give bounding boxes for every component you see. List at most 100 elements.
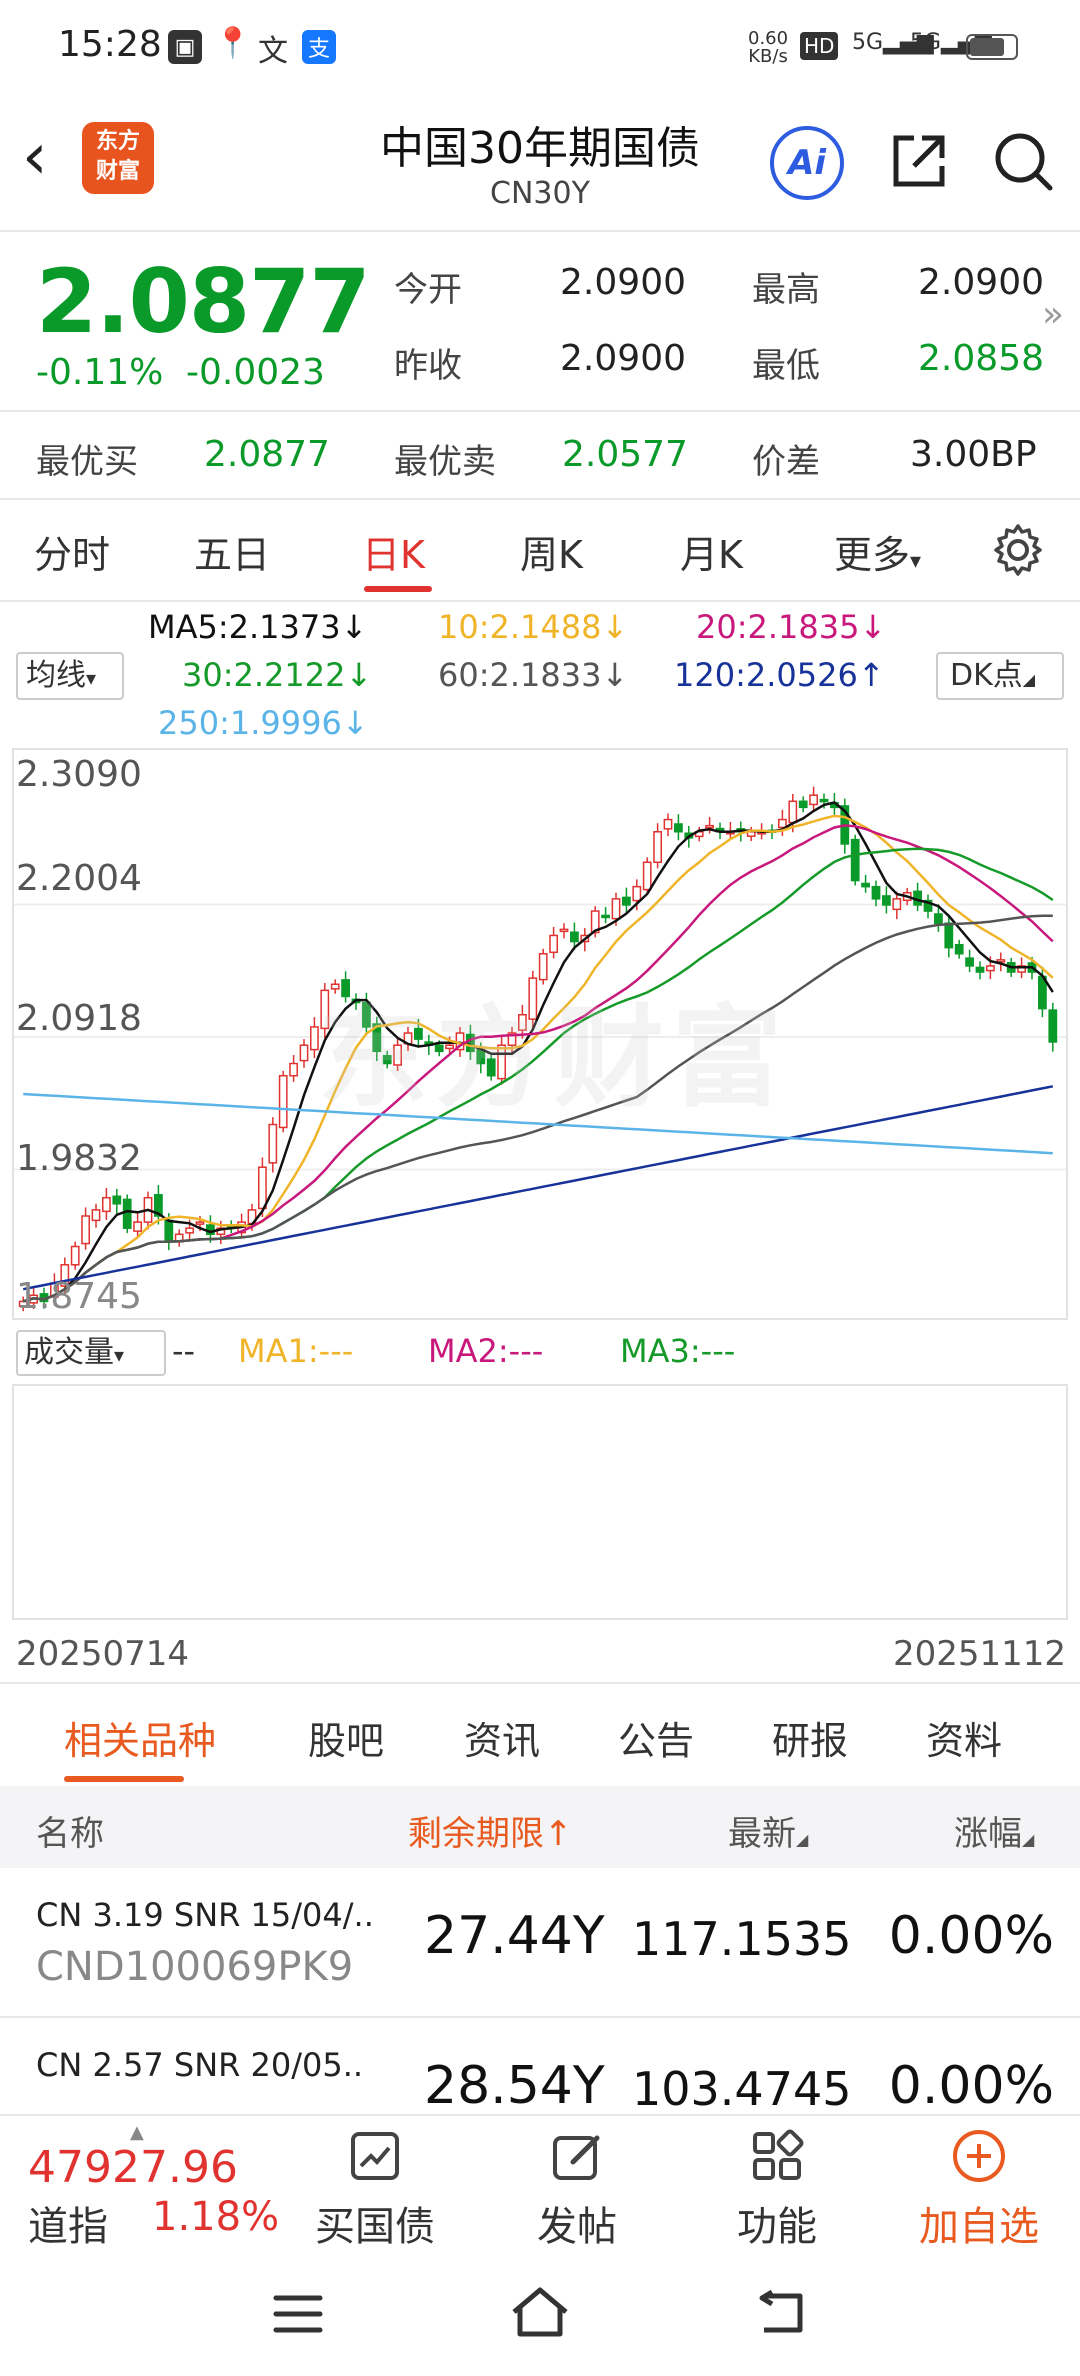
chart-frame	[12, 748, 1068, 1320]
chart-settings-button[interactable]	[990, 522, 1046, 578]
col-term[interactable]: 剩余期限↑	[408, 1814, 573, 1854]
home-icon[interactable]	[510, 2286, 570, 2338]
tab-weekly-k[interactable]: 周K	[520, 533, 583, 577]
section-tabs: 相关品种 股吧 资讯 公告 研报 资料	[0, 1686, 1080, 1786]
best-ask-value: 2.0577	[562, 434, 688, 475]
y-label-3: 2.0918	[16, 998, 142, 1039]
tab-news[interactable]: 资讯	[464, 1719, 541, 1763]
ma250-value: 250:1.9996↓	[158, 704, 369, 742]
back-button[interactable]: ‹	[22, 120, 48, 194]
candle-body	[81, 1215, 90, 1245]
candle-body	[819, 798, 829, 803]
volume-legend: 成交量▾ -- MA1:--- MA2:--- MA3:---	[0, 1322, 1080, 1382]
vol-ma3: MA3:---	[620, 1332, 736, 1370]
candle-body	[393, 1044, 402, 1066]
bond-name: CN 3.19 SNR 15/04/..	[36, 1896, 374, 1934]
prev-close-value: 2.0900	[560, 338, 686, 379]
tab-forum[interactable]: 股吧	[308, 1719, 385, 1763]
candle-body	[278, 1074, 288, 1129]
back-nav-icon[interactable]	[754, 2290, 806, 2336]
share-button[interactable]	[884, 126, 954, 196]
search-button[interactable]	[988, 126, 1058, 196]
change-percent: -0.11%	[36, 352, 164, 393]
ma10-value: 10:2.1488↓	[438, 608, 629, 646]
vol-ma1: MA1:---	[238, 1332, 354, 1370]
y-label-bottom: 1.8745	[16, 1276, 142, 1317]
candle-body	[975, 966, 985, 973]
candle-body	[632, 885, 642, 902]
candle-body	[871, 885, 881, 900]
best-quote-row: 最优买 2.0877 最优卖 2.0577 价差 3.00BP	[0, 412, 1080, 498]
candle-body	[70, 1245, 80, 1266]
col-latest[interactable]: 最新◢	[728, 1814, 809, 1854]
candle-body	[778, 818, 787, 829]
buy-bond-button[interactable]: 买国债	[300, 2128, 450, 2252]
candle-body	[538, 952, 548, 981]
high-label: 最高	[752, 270, 820, 310]
dk-point-button[interactable]: DK点◢	[936, 652, 1064, 700]
active-section-indicator	[64, 1776, 184, 1782]
wen-icon: 文	[258, 34, 288, 69]
candle-body	[434, 1044, 444, 1053]
index-percent[interactable]: 1.18%	[152, 2194, 280, 2240]
tab-five-day[interactable]: 五日	[194, 533, 271, 577]
tab-intraday[interactable]: 分时	[34, 533, 111, 577]
candle-body	[622, 896, 631, 906]
tab-announcements[interactable]: 公告	[618, 1719, 695, 1763]
low-value: 2.0858	[918, 338, 1044, 379]
table-row[interactable]: CN 3.19 SNR 15/04/.. CND100069PK9 27.44Y…	[0, 1868, 1080, 2018]
candle-body	[601, 914, 610, 919]
candle-body	[258, 1166, 267, 1210]
maps-icon: 📍	[214, 26, 252, 61]
tab-related[interactable]: 相关品种	[64, 1719, 217, 1763]
col-change[interactable]: 涨幅◢	[954, 1814, 1035, 1854]
candle-body	[570, 931, 579, 943]
change-value: -0.0023	[186, 352, 325, 393]
open-value: 2.0900	[560, 262, 686, 303]
ai-button[interactable]: Ai	[770, 126, 844, 200]
tab-monthly-k[interactable]: 月K	[680, 533, 743, 577]
expand-chevron-icon[interactable]: »	[1042, 294, 1065, 335]
quote-panel[interactable]: 2.0877 -0.11% -0.0023 今开 2.0900 最高 2.090…	[0, 232, 1080, 412]
date-range: 20250714 20251112	[0, 1628, 1080, 1678]
bond-change: 0.00%	[888, 1906, 1054, 1966]
ma20-value: 20:2.1835↓	[696, 608, 887, 646]
tab-daily-k[interactable]: 日K	[362, 533, 425, 577]
candle-body	[60, 1264, 70, 1287]
volume-indicator-selector[interactable]: 成交量▾	[16, 1330, 166, 1376]
bond-code: CND100069PK9	[36, 1944, 354, 1990]
search-icon	[995, 133, 1053, 191]
candle-body	[892, 898, 902, 911]
candle-body	[154, 1194, 163, 1217]
index-name[interactable]: 道指	[28, 2204, 108, 2250]
ma60-value: 60:2.1833↓	[438, 656, 629, 694]
post-button[interactable]: 发帖	[502, 2128, 652, 2252]
low-label: 最低	[752, 346, 820, 386]
candle-body	[185, 1227, 194, 1234]
best-bid-label: 最优买	[36, 442, 138, 482]
alipay-icon: 支	[302, 30, 336, 64]
y-label-top: 2.3090	[16, 754, 142, 795]
index-value[interactable]: 47927.96	[28, 2142, 238, 2193]
open-label: 今开	[394, 270, 462, 310]
candle-body	[611, 898, 621, 920]
table-row[interactable]: CN 2.57 SNR 20/05.. 28.54Y 103.4745 0.00…	[0, 2018, 1080, 2114]
battery-icon	[966, 34, 1018, 60]
add-watchlist-button[interactable]: 加自选	[904, 2128, 1054, 2252]
candle-body	[268, 1123, 278, 1164]
menu-icon[interactable]	[272, 2292, 324, 2336]
tab-more[interactable]: 更多▾	[834, 533, 922, 577]
candle-body	[861, 882, 870, 888]
candle-body	[549, 934, 558, 954]
app-header: ‹ 东方 财富 中国30年期国债 CN30Y Ai	[0, 96, 1080, 232]
volume-chart[interactable]	[12, 1384, 1068, 1620]
tab-profile[interactable]: 资料	[926, 1719, 1003, 1763]
functions-button[interactable]: 功能	[702, 2128, 852, 2252]
candlestick-chart[interactable]: 2.3090 2.2004 2.0918 1.9832 1.8745 东方财富	[12, 748, 1068, 1320]
tab-research[interactable]: 研报	[772, 1719, 849, 1763]
watermark: 东方财富	[318, 994, 790, 1122]
y-label-2: 2.2004	[16, 858, 142, 899]
ma120-line	[22, 1085, 1054, 1291]
candle-body	[965, 957, 974, 967]
indicator-selector[interactable]: 均线▾	[16, 652, 124, 700]
